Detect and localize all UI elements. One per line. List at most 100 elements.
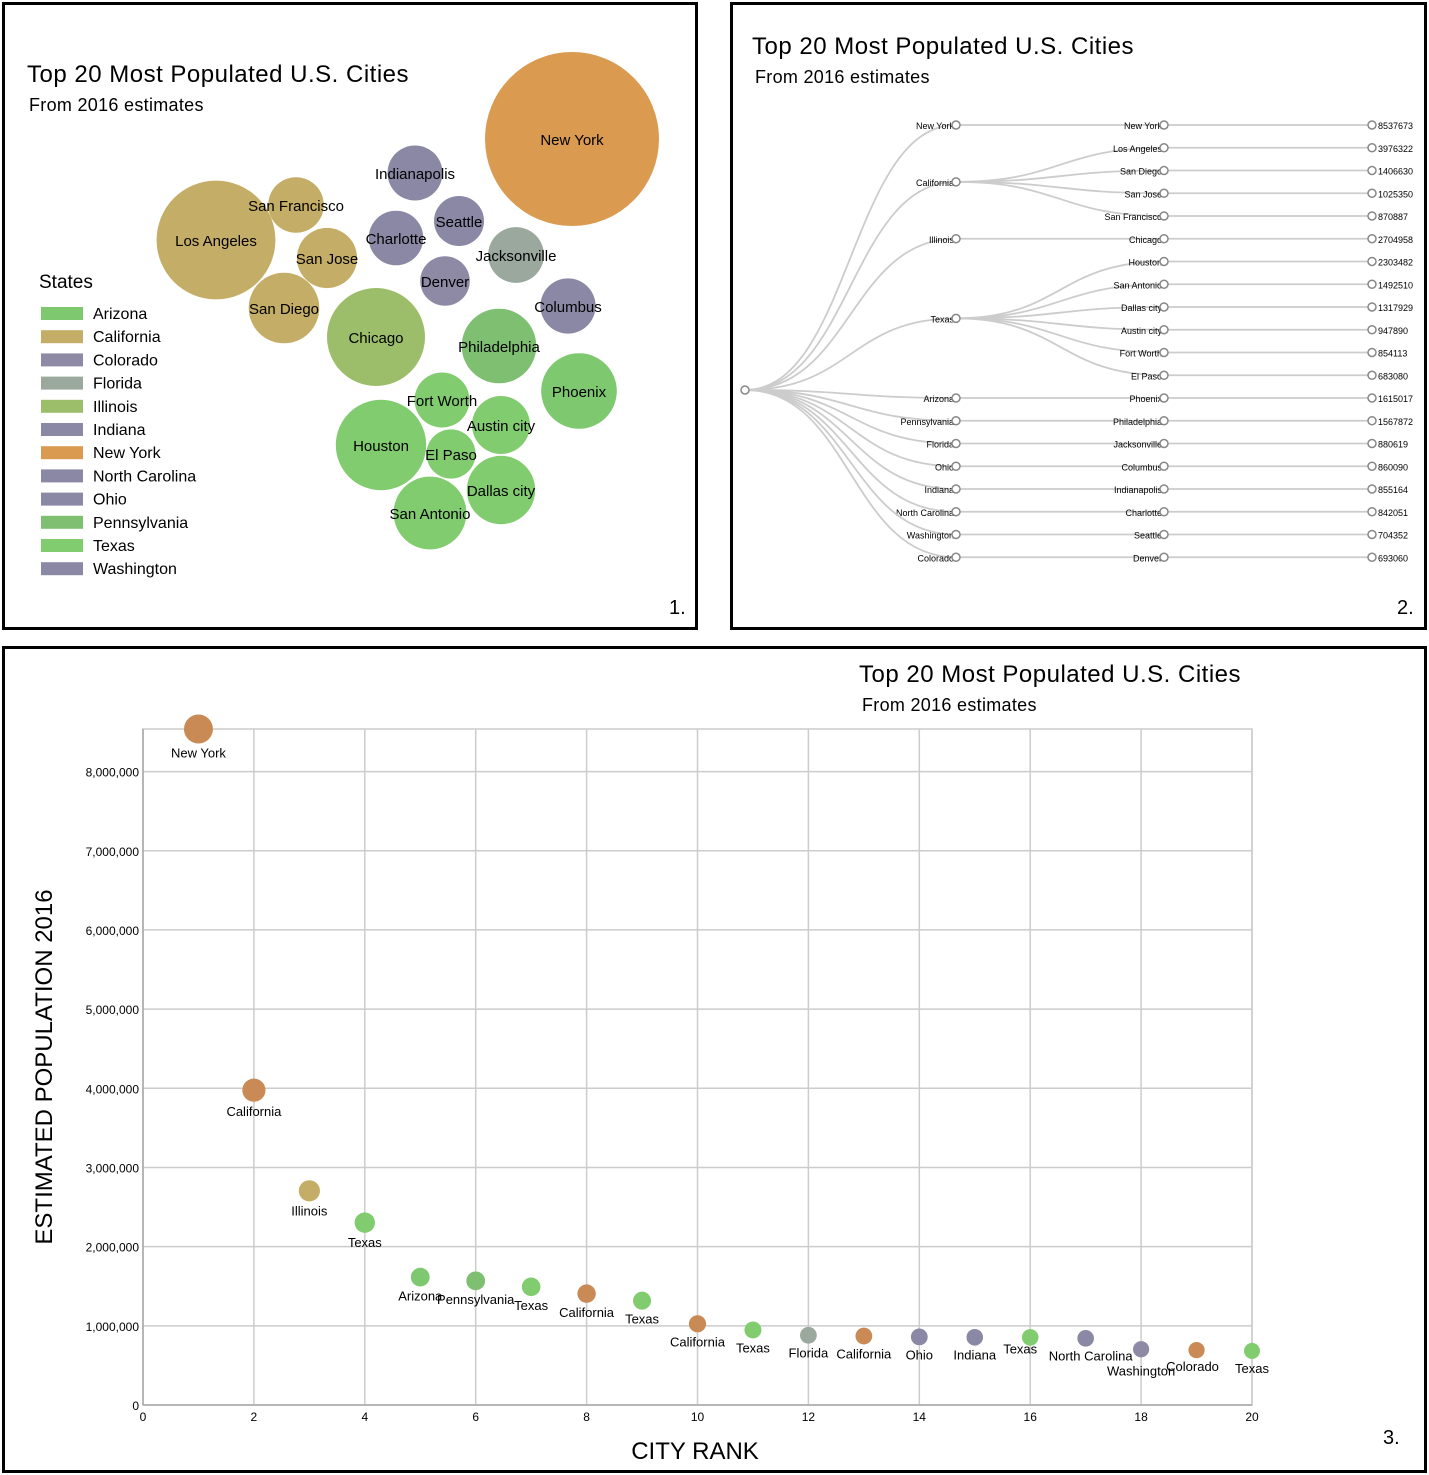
scatter-label-14: Indiana [953,1348,996,1363]
bubble-label-13: Columbus [534,299,602,316]
tree-link-state-2 [744,237,957,391]
tree-node-city-6-0 [1159,438,1169,449]
legend-swatch-0 [41,307,83,320]
tree-node-city-5-0 [1159,416,1169,426]
scatter-label-12: California [836,1346,892,1361]
tree-link-city-1-2 [955,180,1165,195]
legend-swatch-4 [41,399,83,413]
tree-label-value-8-0: 855164 [1378,485,1408,495]
tree-label-city-8-0: Indianapolis [1114,485,1163,495]
tree-label-state-3: Texas [930,314,954,324]
x-axis-title: CITY RANK [631,1438,759,1465]
y-tick-label-7: 7,000,000 [86,845,140,859]
tree-label-value-4-0: 1615017 [1378,394,1413,404]
y-tick-label-6: 6,000,000 [86,924,140,938]
tree-link-state-11 [744,389,957,559]
y-tick-label-5: 5,000,000 [86,1003,140,1017]
tree-node-value-1-0 [1367,143,1377,153]
scatter-point-10 [744,1321,762,1339]
scatter-label-1: California [226,1104,282,1119]
scatter-point-18 [1188,1342,1205,1359]
y-tick-label-3: 3,000,000 [86,1161,140,1175]
scatter-label-4: Arizona [398,1289,443,1304]
bubble-label-1: Los Angeles [175,233,257,250]
bubble-label-11: Jacksonville [476,248,557,265]
tree-label-state-0: New York [916,121,955,131]
legend-swatch-11 [41,562,83,576]
tree-node-value-3-3 [1367,325,1377,335]
tree-label-value-3-3: 947890 [1378,326,1408,336]
tree-label-city-3-0: Houston [1128,258,1162,268]
legend-label-11: Washington [93,561,177,578]
tree-node-state-11 [951,552,961,562]
tree-node-state-0 [951,120,961,130]
tree-node-state-2 [951,234,961,244]
tree-label-city-3-3: Austin city [1121,326,1163,336]
tree-node-city-1-3 [1159,211,1169,221]
bubble-label-17: Seattle [436,214,483,231]
tree-label-city-3-2: Dallas city [1121,303,1163,313]
tree-node-value-4-0 [1367,393,1377,403]
scatter-point-2 [298,1180,320,1202]
scatter-label-9: California [670,1334,726,1349]
bubble-chart-panel: Top 20 Most Populated U.S. Cities From 2… [2,2,698,630]
tree-node-city-3-0 [1159,256,1169,267]
tree-link-state-1 [744,180,957,391]
panel2-number: 2. [1397,597,1414,619]
bubble-4 [541,353,617,429]
tree-label-city-7-0: Columbus [1121,462,1162,472]
tree-node-city-0-0 [1159,120,1169,130]
scatter-point-6 [521,1277,541,1297]
tree-node-value-2-0 [1367,234,1377,244]
tree-node-state-1 [951,177,961,187]
x-tick-label-2: 4 [361,1410,368,1424]
scatter-label-16: North Carolina [1049,1349,1134,1364]
panel1-title: Top 20 Most Populated U.S. Cities [27,61,410,88]
tree-node-city-3-5 [1159,370,1169,380]
tree-link-state-7 [744,389,957,468]
tree-label-state-6: Florida [926,440,954,450]
x-tick-label-4: 8 [583,1410,590,1424]
tree-label-city-6-0: Jacksonville [1113,440,1162,450]
tree-label-value-1-3: 870887 [1378,212,1408,222]
bubble-9 [296,227,358,289]
tree-link-state-4 [744,389,957,399]
tree-label-value-1-1: 1406630 [1378,167,1413,177]
legend-label-9: Pennsylvania [93,515,188,532]
tree-label-city-3-5: El Paso [1131,371,1162,381]
tree-label-value-1-0: 3976322 [1378,144,1413,154]
tree-node-value-3-1 [1367,279,1377,289]
scatter-point-12 [855,1327,873,1345]
tree-label-state-8: Indiana [924,485,954,495]
panel1-number: 1. [669,597,686,619]
tree-label-state-7: Ohio [935,462,954,472]
y-tick-label-8: 8,000,000 [86,766,140,780]
tree-node-value-8-0 [1367,484,1377,494]
bubble-chart-svg: New York Los Angeles Chicago Houston Phoenix… [41,52,659,578]
tree-node-city-1-1 [1159,165,1169,176]
scatter-label-3: Texas [348,1235,382,1250]
panel3-subtitle: From 2016 estimates [862,695,1037,715]
bubble-7 [248,272,320,344]
bubble-13 [540,278,596,334]
tree-link-city-1-3 [955,180,1165,217]
tree-node-value-1-1 [1367,165,1377,176]
tree-link-city-3-2 [955,306,1165,320]
panel3-title: Top 20 Most Populated U.S. Cities [859,661,1242,688]
tree-node-value-9-0 [1367,507,1377,517]
tree-label-value-3-1: 1492510 [1378,280,1413,290]
tree-label-value-9-0: 842051 [1378,508,1408,518]
tree-node-city-4-0 [1159,393,1169,403]
tree-label-value-0-0: 8537673 [1378,121,1413,131]
tree-node-value-7-0 [1367,461,1377,471]
bubble-label-6: San Antonio [390,506,471,523]
tree-label-state-11: Colorado [917,553,954,563]
scatter-point-5 [466,1271,486,1291]
tree-label-value-3-4: 854113 [1378,349,1407,359]
tree-label-value-1-2: 1025350 [1378,189,1413,199]
tree-label-city-5-0: Philadelphia [1113,417,1162,427]
x-tick-label-6: 12 [802,1410,816,1424]
bubble-label-5: Philadelphia [458,339,540,356]
scatter-point-1 [242,1078,266,1102]
tree-label-state-4: Arizona [923,394,954,404]
